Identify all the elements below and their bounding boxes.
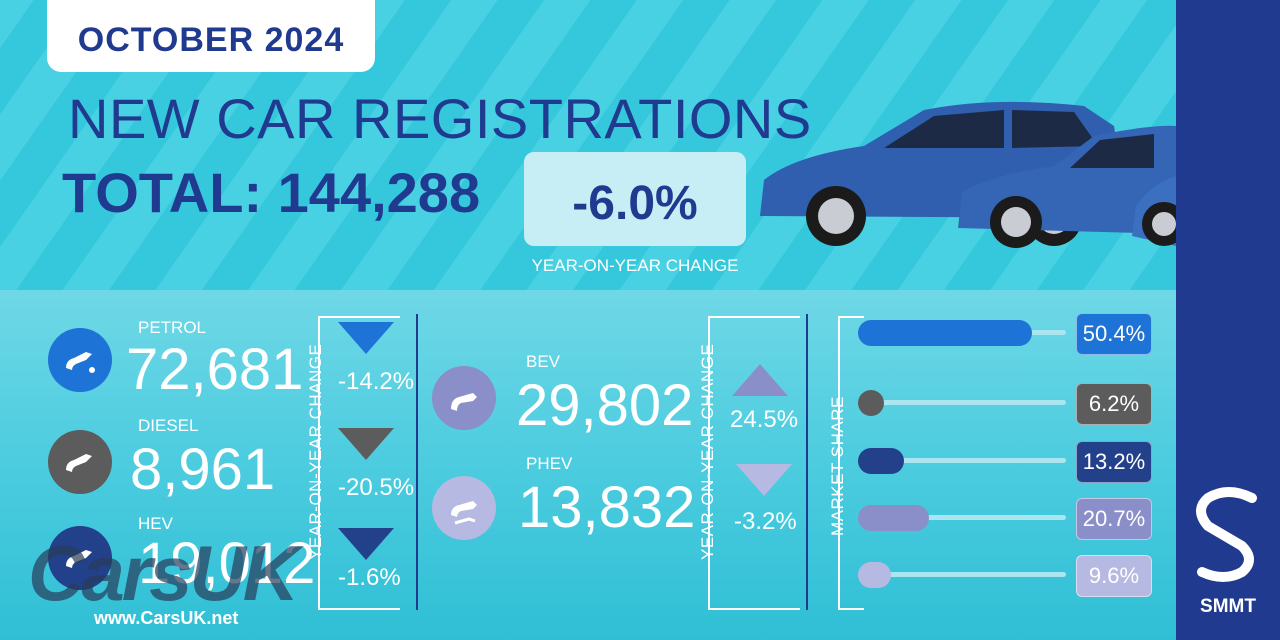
down-arrow-icon xyxy=(338,428,394,460)
share-bar xyxy=(858,390,884,416)
month-tag: OCTOBER 2024 xyxy=(47,0,375,72)
cars-illustration xyxy=(760,101,1176,248)
share-value: 20.7% xyxy=(1076,498,1152,540)
bracket xyxy=(708,316,800,610)
headline: NEW CAR REGISTRATIONS xyxy=(68,87,812,150)
yoy-change-label: YEAR-ON-YEAR CHANGE xyxy=(531,256,739,275)
share-value: 6.2% xyxy=(1076,383,1152,425)
yoy-value: -1.6% xyxy=(338,564,401,591)
yoy-value: -3.2% xyxy=(734,508,797,535)
fuel-name: HEV xyxy=(138,514,173,533)
yoy-value: -14.2% xyxy=(338,368,415,395)
bracket xyxy=(838,316,864,610)
fuel-name: DIESEL xyxy=(138,416,199,435)
divider xyxy=(416,314,418,610)
share-track xyxy=(858,572,1066,577)
fuel-count: 29,802 xyxy=(516,373,694,438)
share-bar xyxy=(858,562,892,588)
share-bar xyxy=(858,505,930,531)
watermark-logo: CarsUK xyxy=(28,529,299,617)
down-arrow-icon xyxy=(736,464,792,496)
fuel-name: PETROL xyxy=(138,318,207,337)
smmt-brand-name: SMMT xyxy=(1200,596,1256,617)
divider xyxy=(806,314,808,610)
share-track xyxy=(858,458,1066,463)
hev-icon xyxy=(48,526,112,590)
yoy-value: 24.5% xyxy=(730,406,799,433)
share-track xyxy=(858,400,1066,405)
bev-icon xyxy=(432,366,496,430)
share-track xyxy=(858,515,1066,520)
header-panel: OCTOBER 2024 NEW CAR REGISTRATIONS TOTAL… xyxy=(0,0,1176,290)
car-medium xyxy=(958,125,1176,248)
yoy-change-value: -6.0% xyxy=(524,152,746,246)
stats-panel: PETROL 72,681 DIESEL 8,961 HEV 19,012 YE… xyxy=(0,290,1176,640)
fuel-count: 8,961 xyxy=(130,437,276,502)
car-small xyxy=(1132,176,1176,246)
diesel-icon xyxy=(48,430,112,494)
down-arrow-icon xyxy=(338,322,394,354)
share-bar xyxy=(858,320,1032,346)
up-arrow-icon xyxy=(732,364,788,396)
phev-icon xyxy=(432,476,496,540)
watermark-url: www.CarsUK.net xyxy=(94,608,239,628)
share-value: 9.6% xyxy=(1076,555,1152,597)
smmt-logo-icon xyxy=(1196,487,1257,582)
share-value: 50.4% xyxy=(1076,313,1152,355)
fuel-name: PHEV xyxy=(526,454,573,473)
bracket xyxy=(318,316,400,610)
yoy-value: -20.5% xyxy=(338,474,415,501)
fuel-count: 19,012 xyxy=(138,531,316,596)
fuel-count: 13,832 xyxy=(518,475,696,540)
fuel-name: BEV xyxy=(526,352,561,371)
share-bar xyxy=(858,448,904,474)
fuel-count: 72,681 xyxy=(126,337,304,402)
total-registrations: TOTAL: 144,288 xyxy=(62,161,481,224)
petrol-icon xyxy=(48,328,112,392)
down-arrow-icon xyxy=(338,528,394,560)
share-value: 13.2% xyxy=(1076,441,1152,483)
